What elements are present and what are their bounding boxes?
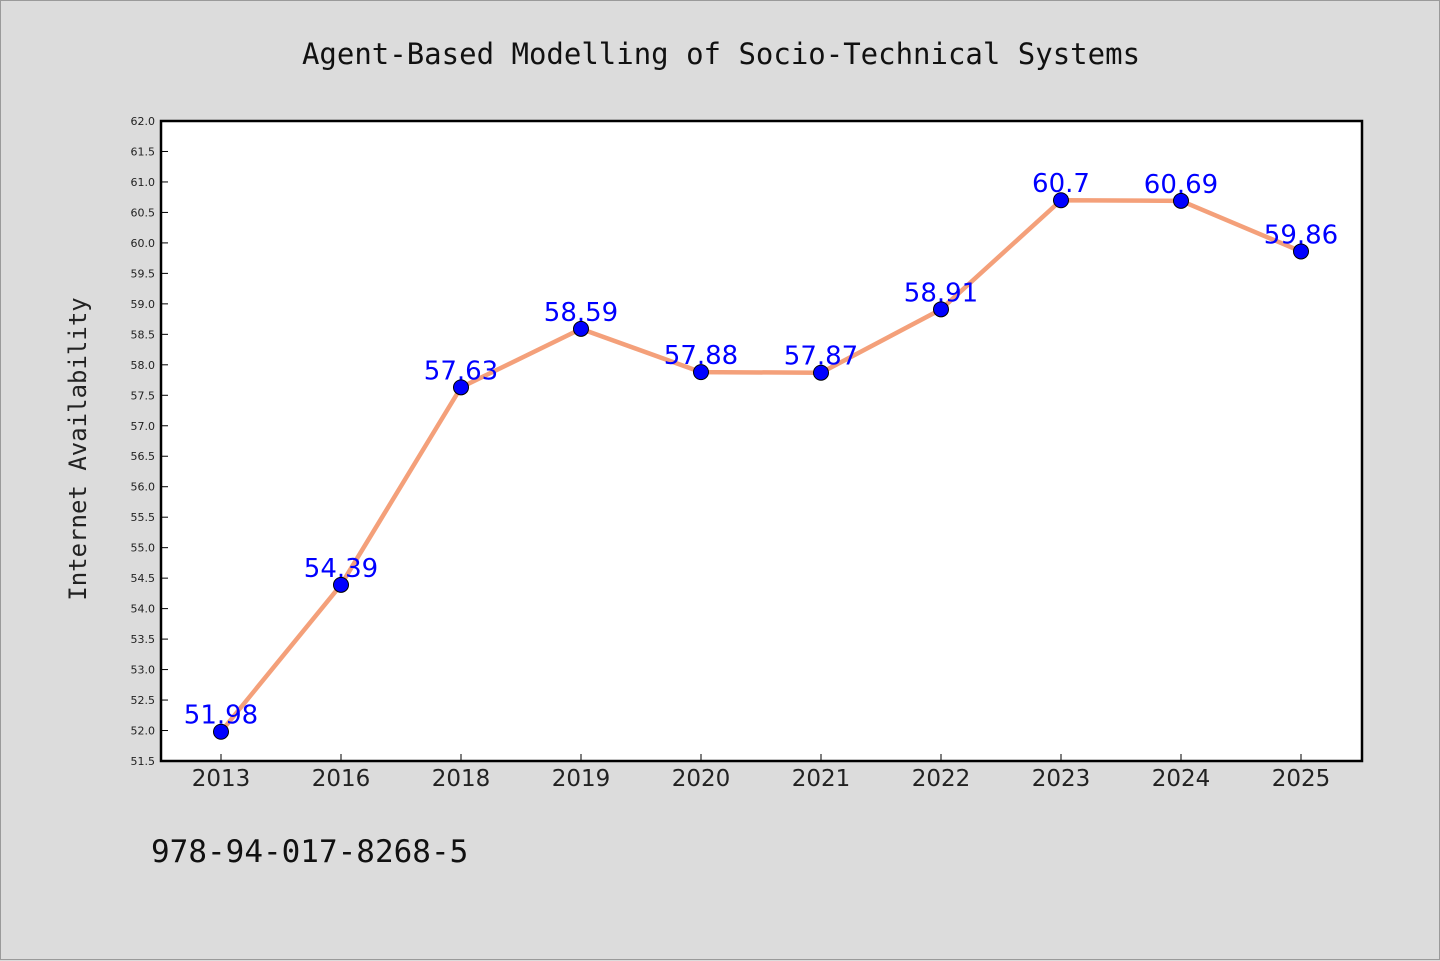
- y-tick-label: 56.0: [131, 481, 156, 494]
- y-tick-label: 55.0: [131, 542, 156, 555]
- y-tick-label: 52.5: [131, 694, 156, 707]
- data-point: [933, 301, 949, 318]
- data-point: [453, 379, 469, 396]
- x-tick-label: 2025: [1272, 766, 1331, 792]
- data-label: 54.39: [304, 554, 378, 584]
- data-label: 57.87: [784, 342, 858, 372]
- series-layer: 51.98 54.39 57.63 58.59 57.88 57.87 58.91 60.7 6…: [184, 169, 1338, 740]
- data-point: [693, 364, 709, 381]
- y-tick-label: 60.0: [131, 237, 156, 250]
- data-point: [1053, 192, 1069, 209]
- y-tick-label: 62.0: [131, 115, 156, 128]
- chart-title: Agent-Based Modelling of Socio-Technical…: [302, 37, 1140, 71]
- y-tick-label: 60.5: [131, 206, 156, 219]
- data-point: [333, 576, 349, 593]
- data-point: [1293, 243, 1309, 260]
- y-axis: 51.5 52.0 52.5 53.0 53.5 54.0 54.5 55.0 55.5 56.0…: [131, 115, 168, 768]
- data-label: 51.98: [184, 701, 258, 731]
- y-axis-label: Internet Availability: [64, 297, 92, 600]
- y-tick-label: 59.5: [131, 267, 156, 280]
- isbn-text: 978-94-017-8268-5: [151, 834, 469, 870]
- y-tick-label: 56.5: [131, 450, 156, 463]
- x-tick-label: 2020: [672, 766, 731, 792]
- x-tick-label: 2024: [1152, 766, 1211, 792]
- series-line: [218, 197, 1304, 734]
- data-label: 60.69: [1144, 170, 1218, 200]
- x-tick-label: 2019: [552, 766, 611, 792]
- x-tick-label: 2013: [192, 766, 251, 792]
- y-tick-label: 54.0: [131, 603, 156, 616]
- data-label: 59.86: [1264, 220, 1338, 250]
- x-tick-label: 2021: [792, 766, 851, 792]
- x-axis: 2013 2016 2018 2019 2020 2021 2022 2023 2024 2025: [192, 754, 1331, 792]
- plot-area: [159, 119, 1364, 763]
- y-tick-label: 57.5: [131, 389, 156, 402]
- x-tick-label: 2016: [312, 766, 371, 792]
- data-point: [213, 723, 229, 740]
- x-tick-label: 2018: [432, 766, 491, 792]
- y-tick-label: 58.0: [131, 359, 156, 372]
- y-tick-label: 59.0: [131, 298, 156, 311]
- y-tick-label: 61.0: [131, 176, 156, 189]
- y-tick-label: 55.5: [131, 511, 156, 524]
- y-tick-label: 51.5: [131, 755, 156, 768]
- y-tick-label: 61.5: [131, 145, 156, 158]
- data-point: [813, 364, 829, 381]
- y-tick-label: 53.0: [131, 664, 156, 677]
- data-label: 58.91: [904, 278, 978, 308]
- data-label: 57.88: [664, 341, 738, 371]
- data-label: 57.63: [424, 356, 498, 386]
- data-point: [573, 320, 589, 337]
- y-tick-label: 53.5: [131, 633, 156, 646]
- data-label: 60.7: [1032, 169, 1090, 199]
- x-tick-label: 2022: [912, 766, 971, 792]
- data-label: 58.59: [544, 298, 618, 328]
- x-tick-label: 2023: [1032, 766, 1091, 792]
- y-tick-label: 58.5: [131, 328, 156, 341]
- y-tick-label: 54.5: [131, 572, 156, 585]
- data-point: [1173, 192, 1189, 209]
- y-tick-label: 57.0: [131, 420, 156, 433]
- y-tick-label: 52.0: [131, 725, 156, 738]
